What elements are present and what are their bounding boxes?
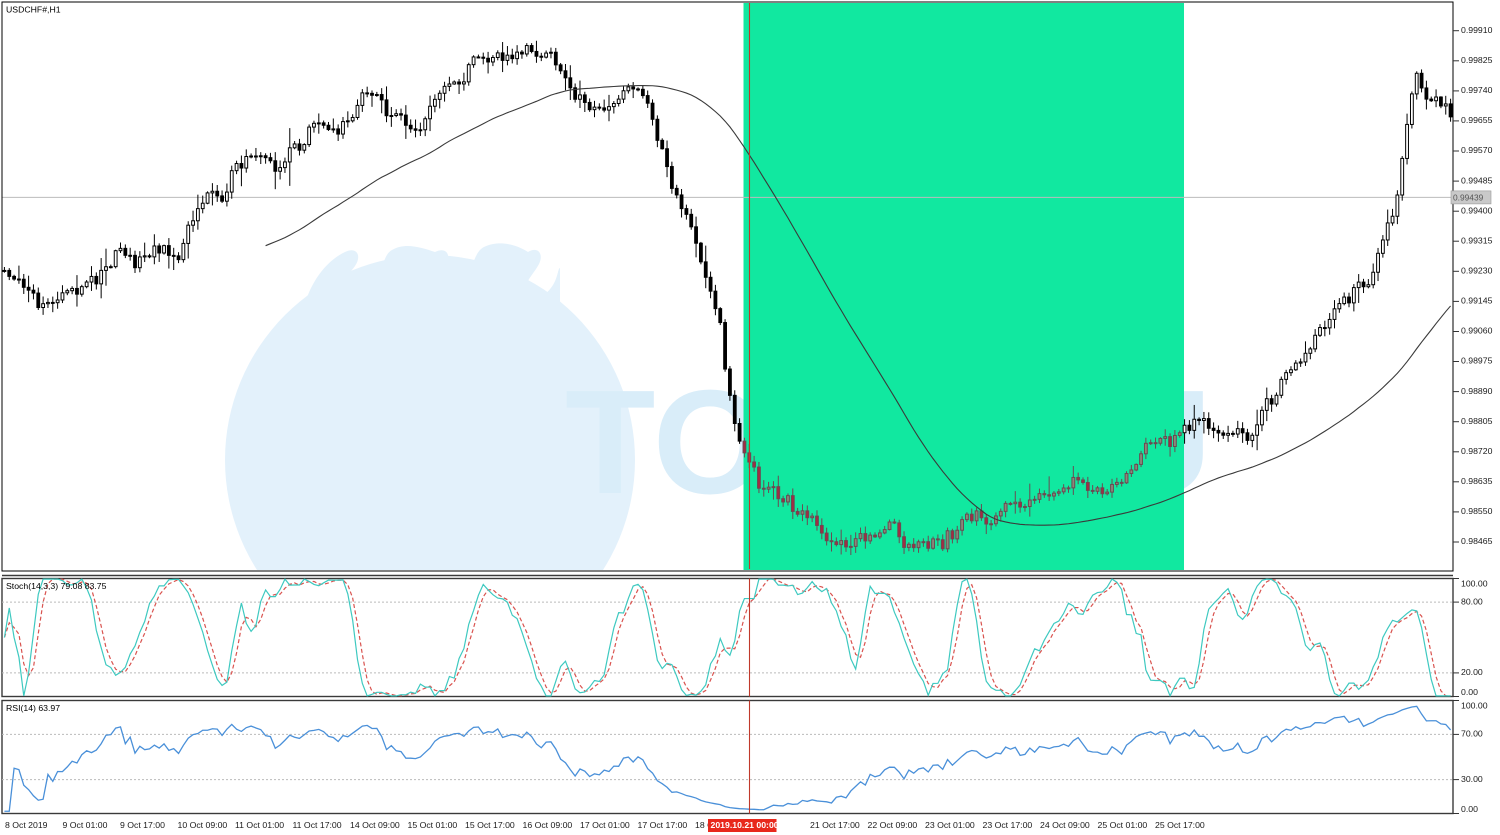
svg-text:24 Oct 09:00: 24 Oct 09:00	[1040, 820, 1090, 830]
svg-text:30.00: 30.00	[1461, 774, 1483, 784]
svg-text:80.00: 80.00	[1461, 596, 1483, 606]
svg-text:0.98465: 0.98465	[1461, 536, 1493, 546]
svg-text:9 Oct 01:00: 9 Oct 01:00	[63, 820, 108, 830]
svg-text:0.99145: 0.99145	[1461, 296, 1493, 306]
svg-text:17 Oct 17:00: 17 Oct 17:00	[638, 820, 688, 830]
svg-text:0.99230: 0.99230	[1461, 266, 1493, 276]
svg-text:100.00: 100.00	[1461, 579, 1488, 589]
svg-text:9 Oct 17:00: 9 Oct 17:00	[120, 820, 165, 830]
svg-text:23 Oct 17:00: 23 Oct 17:00	[983, 820, 1033, 830]
svg-text:0.99740: 0.99740	[1461, 85, 1493, 95]
svg-text:25 Oct 17:00: 25 Oct 17:00	[1155, 820, 1205, 830]
svg-text:22 Oct 09:00: 22 Oct 09:00	[868, 820, 918, 830]
svg-text:23 Oct 01:00: 23 Oct 01:00	[925, 820, 975, 830]
svg-text:16 Oct 09:00: 16 Oct 09:00	[523, 820, 573, 830]
svg-text:0.99060: 0.99060	[1461, 326, 1493, 336]
svg-text:14 Oct 09:00: 14 Oct 09:00	[350, 820, 400, 830]
svg-text:17 Oct 01:00: 17 Oct 01:00	[580, 820, 630, 830]
svg-text:0.98975: 0.98975	[1461, 356, 1493, 366]
svg-text:2019.10.21 00:00: 2019.10.21 00:00	[711, 820, 779, 830]
svg-text:0.98720: 0.98720	[1461, 446, 1493, 456]
svg-text:0.99400: 0.99400	[1461, 205, 1493, 215]
svg-text:8 Oct 2019: 8 Oct 2019	[5, 820, 48, 830]
svg-text:0.98635: 0.98635	[1461, 476, 1493, 486]
svg-text:15 Oct 01:00: 15 Oct 01:00	[408, 820, 458, 830]
svg-text:0.99439: 0.99439	[1453, 192, 1484, 202]
svg-text:0.99570: 0.99570	[1461, 145, 1493, 155]
svg-text:0.98805: 0.98805	[1461, 416, 1493, 426]
svg-text:0.00: 0.00	[1461, 804, 1478, 814]
svg-text:USDCHF#,H1: USDCHF#,H1	[6, 5, 61, 15]
svg-text:0.98550: 0.98550	[1461, 506, 1493, 516]
svg-text:20.00: 20.00	[1461, 667, 1483, 677]
svg-text:100.00: 100.00	[1461, 701, 1488, 711]
svg-text:70.00: 70.00	[1461, 729, 1483, 739]
svg-text:11 Oct 17:00: 11 Oct 17:00	[293, 820, 342, 830]
svg-text:15 Oct 17:00: 15 Oct 17:00	[465, 820, 515, 830]
svg-text:0.99315: 0.99315	[1461, 235, 1493, 245]
svg-text:0.99655: 0.99655	[1461, 115, 1493, 125]
svg-text:0.00: 0.00	[1461, 687, 1478, 697]
svg-text:10 Oct 09:00: 10 Oct 09:00	[178, 820, 228, 830]
svg-text:0.98890: 0.98890	[1461, 386, 1493, 396]
svg-text:0.99910: 0.99910	[1461, 25, 1493, 35]
svg-text:0.99825: 0.99825	[1461, 55, 1493, 65]
svg-text:Stoch(14,3,3) 79.08 83.75: Stoch(14,3,3) 79.08 83.75	[6, 581, 107, 591]
svg-text:0.99485: 0.99485	[1461, 175, 1493, 185]
svg-text:RSI(14) 63.97: RSI(14) 63.97	[6, 703, 60, 713]
svg-text:11 Oct 01:00: 11 Oct 01:00	[235, 820, 284, 830]
svg-text:21 Oct 17:00: 21 Oct 17:00	[810, 820, 860, 830]
svg-text:25 Oct 01:00: 25 Oct 01:00	[1098, 820, 1148, 830]
